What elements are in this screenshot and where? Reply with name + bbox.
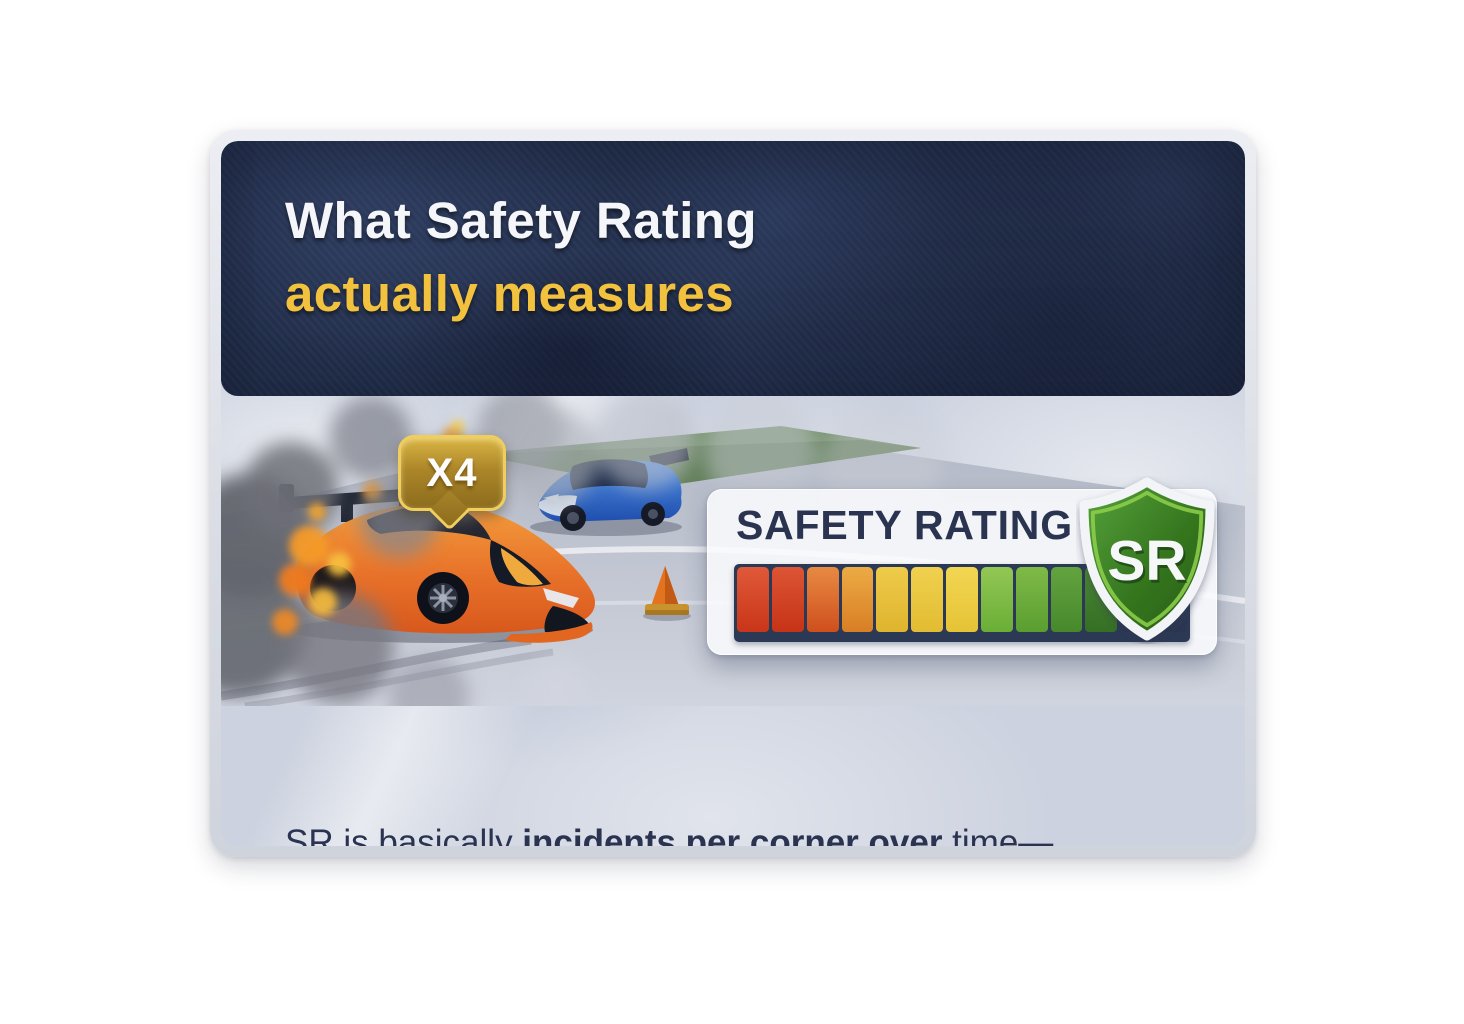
rating-bar-segment [737,567,769,632]
caption-text-medium: over [858,823,943,846]
rating-bar-segment [806,567,839,632]
incident-multiplier-label: X4 [426,451,478,495]
rating-bar-segment [1050,567,1083,632]
incident-multiplier-badge: X4 [398,435,506,511]
safety-rating-card: What Safety Rating actually measures [210,130,1256,857]
caption: SR is basically incidents per corner ove… [285,693,1205,846]
rating-bar-segment [876,567,909,632]
rating-bar-segment [841,567,874,632]
card-header: What Safety Rating actually measures [221,141,1245,396]
card-body: What Safety Rating actually measures [221,141,1245,846]
smoke-cloud [221,396,413,703]
caption-emphasis: incidents per corner [522,823,859,846]
traffic-cone-icon [643,566,691,621]
rating-bar-segment [911,567,944,632]
rating-bar-segment [771,567,804,632]
shield-label: SR [1107,529,1186,593]
caption-line-1: SR is basically incidents per corner ove… [285,813,1205,846]
title-line-1: What Safety Rating [285,192,757,249]
rating-bar-segment [1015,567,1048,632]
rating-bar-segment [980,567,1013,632]
safety-rating-panel: SAFETY RATING SR SR [707,477,1217,655]
title-line-2: actually measures [285,265,735,322]
shield-label-shadow: SR [1109,532,1188,596]
safety-rating-title: SAFETY RATING [736,502,1073,548]
rating-bar-segment [946,567,978,632]
caption-text: time— [942,823,1054,846]
sr-shield-icon: SR SR [1079,477,1215,641]
caption-text: SR is basically [285,823,523,846]
